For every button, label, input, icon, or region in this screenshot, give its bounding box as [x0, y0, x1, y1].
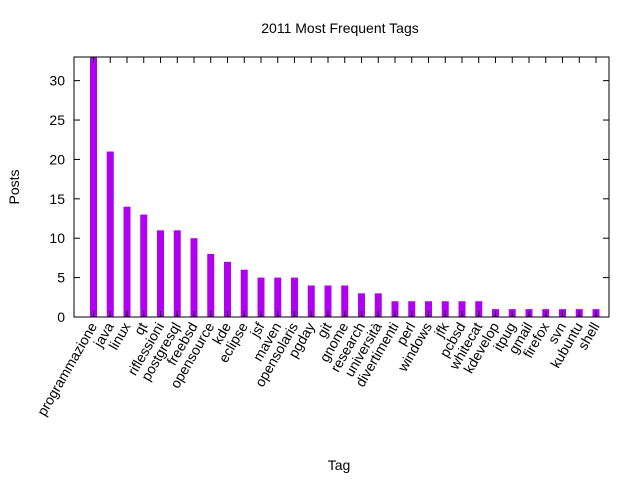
x-tick-label: git [313, 319, 334, 340]
chart-title: 2011 Most Frequent Tags [261, 20, 418, 36]
bar-programmazione [90, 57, 97, 317]
plot-frame [73, 56, 610, 318]
bar-università [374, 293, 382, 317]
bar-divertimenti [391, 301, 399, 317]
bar-pgday [307, 285, 315, 317]
bar-git [324, 285, 332, 317]
bar-postgresql [173, 230, 181, 317]
y-tick-label: 20 [49, 151, 65, 167]
y-tick-label: 5 [57, 270, 65, 286]
bar-eclipse [240, 269, 248, 317]
x-axis-label: Tag [328, 457, 351, 473]
x-tick-label: programmazione [34, 319, 100, 418]
bar-perl [408, 301, 416, 317]
y-tick-label: 10 [49, 230, 65, 246]
bar-jsf [257, 277, 265, 317]
bar-jfk [441, 301, 449, 317]
bar-opensource [207, 253, 215, 317]
y-tick-label: 0 [57, 309, 65, 325]
bar-gnome [341, 285, 349, 317]
bar-riflessioni [157, 230, 164, 317]
y-axis-label: Posts [6, 169, 22, 204]
plot-area: 051015202530programmazionejavalinuxqtrif… [34, 57, 609, 418]
bar-java [106, 151, 114, 317]
bar-research [358, 293, 365, 317]
bar-freebsd [190, 238, 198, 317]
bar-pcbsd [458, 301, 466, 317]
bar-linux [123, 206, 131, 317]
x-tick-label: jsf [246, 319, 267, 340]
bar-opensolaris [291, 277, 298, 317]
bar-maven [274, 277, 282, 317]
bar-whitecat [475, 301, 483, 317]
bar-kde [224, 261, 231, 317]
bar-qt [140, 214, 148, 317]
bar-windows [425, 301, 432, 317]
y-tick-label: 15 [49, 191, 65, 207]
y-tick-label: 30 [49, 73, 65, 89]
y-tick-label: 25 [49, 112, 65, 128]
